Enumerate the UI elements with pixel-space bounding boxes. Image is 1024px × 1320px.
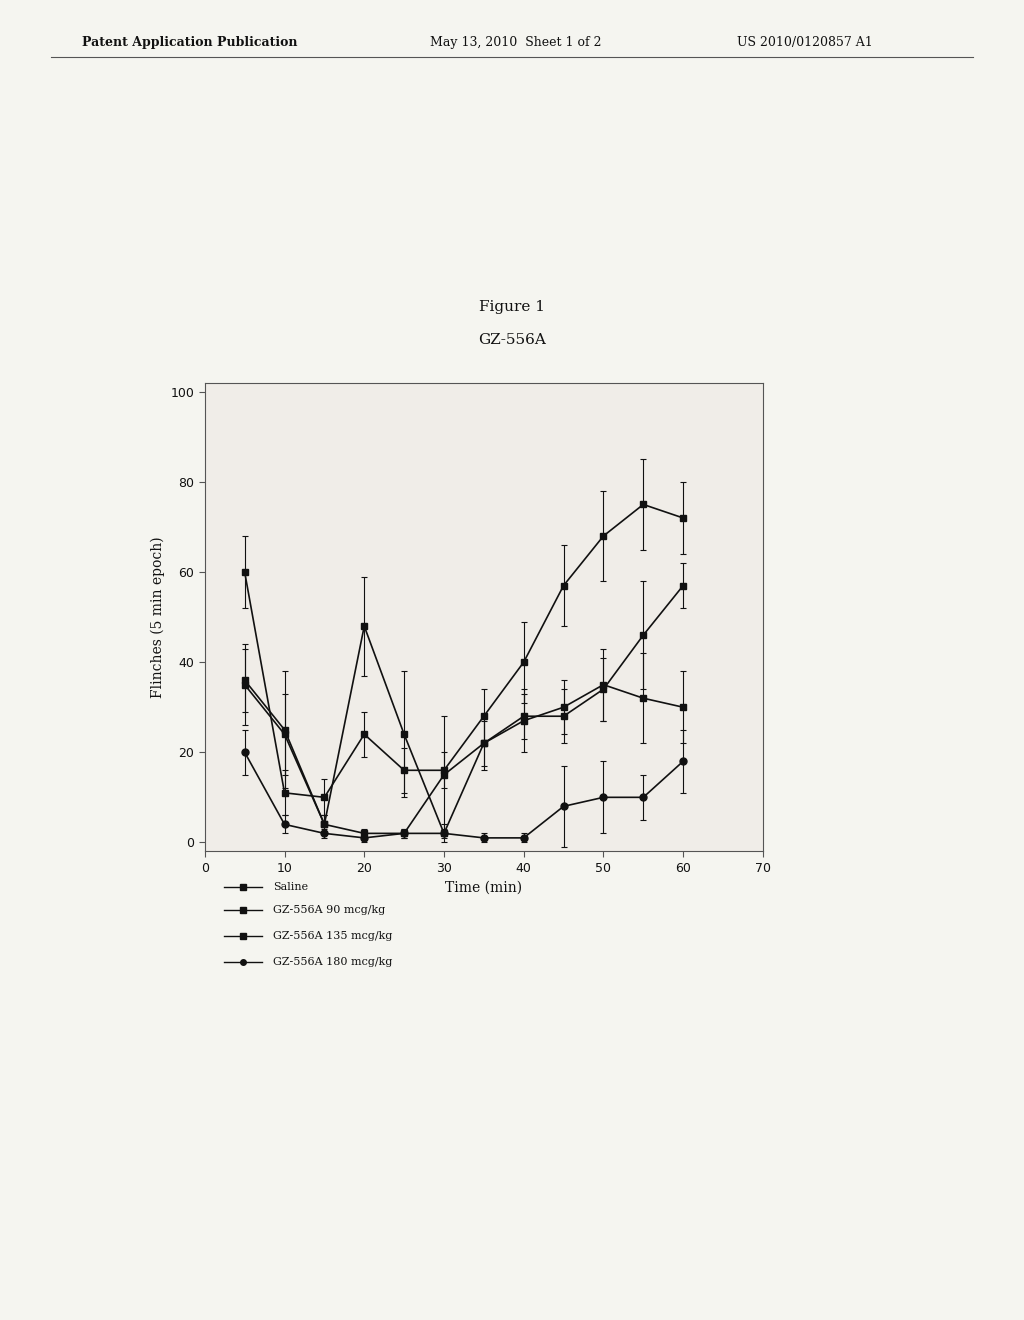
- Text: GZ-556A 135 mcg/kg: GZ-556A 135 mcg/kg: [273, 931, 392, 941]
- Text: US 2010/0120857 A1: US 2010/0120857 A1: [737, 36, 873, 49]
- Y-axis label: Flinches (5 min epoch): Flinches (5 min epoch): [151, 536, 165, 698]
- Text: Patent Application Publication: Patent Application Publication: [82, 36, 297, 49]
- Text: May 13, 2010  Sheet 1 of 2: May 13, 2010 Sheet 1 of 2: [430, 36, 601, 49]
- Text: GZ-556A 90 mcg/kg: GZ-556A 90 mcg/kg: [273, 906, 385, 915]
- Text: GZ-556A 180 mcg/kg: GZ-556A 180 mcg/kg: [273, 957, 392, 968]
- Text: Figure 1: Figure 1: [479, 300, 545, 314]
- X-axis label: Time (min): Time (min): [445, 880, 522, 895]
- Text: Saline: Saline: [273, 882, 308, 892]
- Text: GZ-556A: GZ-556A: [478, 333, 546, 347]
